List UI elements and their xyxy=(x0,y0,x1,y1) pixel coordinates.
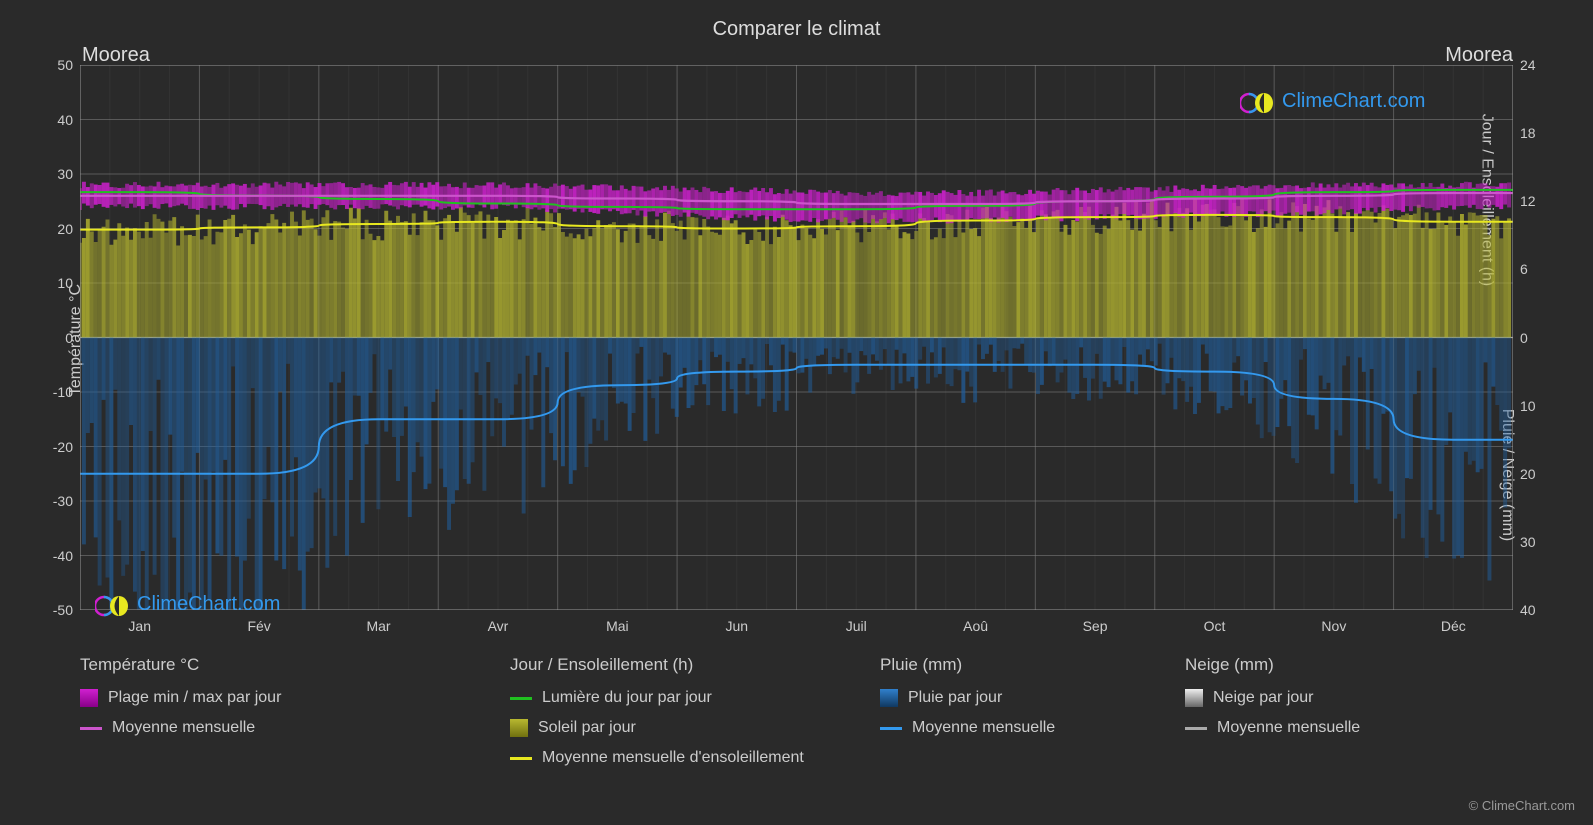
legend-col-day: Jour / Ensoleillement (h) Lumière du jou… xyxy=(510,655,804,779)
legend-col-snow: Neige (mm) Neige par jour Moyenne mensue… xyxy=(1185,655,1360,749)
tick-right-top: 0 xyxy=(1520,330,1528,346)
legend-label: Soleil par jour xyxy=(538,719,636,737)
tick-right-top: 12 xyxy=(1520,193,1536,209)
chart-svg xyxy=(80,65,1513,610)
legend-header-day: Jour / Ensoleillement (h) xyxy=(510,655,804,675)
tick-left: -20 xyxy=(53,439,73,455)
tick-left: 40 xyxy=(57,112,73,128)
legend-item-sun-avg: Moyenne mensuelle d'ensoleillement xyxy=(510,749,804,767)
legend-header-rain: Pluie (mm) xyxy=(880,655,1055,675)
tick-left: -10 xyxy=(53,384,73,400)
legend-item-snow-avg: Moyenne mensuelle xyxy=(1185,719,1360,737)
swatch-temp-range xyxy=(80,689,98,707)
legend-header-snow: Neige (mm) xyxy=(1185,655,1360,675)
swatch-rain-avg xyxy=(880,727,902,730)
legend-header-temp: Température °C xyxy=(80,655,281,675)
legend-item-snow-daily: Neige par jour xyxy=(1185,689,1360,707)
tick-x: Oct xyxy=(1204,618,1226,634)
tick-x: Nov xyxy=(1321,618,1346,634)
tick-right-bottom: 20 xyxy=(1520,466,1536,482)
brand-logo-bottom-left: ClimeChart.com xyxy=(95,593,280,616)
legend-item-sun: Soleil par jour xyxy=(510,719,804,737)
tick-x: Jan xyxy=(128,618,151,634)
swatch-sun-avg xyxy=(510,757,532,760)
tick-x: Mai xyxy=(606,618,629,634)
swatch-sun xyxy=(510,719,528,737)
tick-right-bottom: 40 xyxy=(1520,602,1536,618)
location-label-right: Moorea xyxy=(1445,44,1513,67)
tick-right-top: 18 xyxy=(1520,125,1536,141)
brand-logo-top-right: ClimeChart.com xyxy=(1240,90,1425,113)
swatch-temp-avg xyxy=(80,727,102,730)
legend-label: Moyenne mensuelle d'ensoleillement xyxy=(542,749,804,767)
tick-left: -40 xyxy=(53,548,73,564)
legend-col-rain: Pluie (mm) Pluie par jour Moyenne mensue… xyxy=(880,655,1055,749)
legend-label: Plage min / max par jour xyxy=(108,689,281,707)
logo-icon xyxy=(95,594,131,616)
tick-right-top: 24 xyxy=(1520,57,1536,73)
legend-item-temp-avg: Moyenne mensuelle xyxy=(80,719,281,737)
legend-label: Moyenne mensuelle xyxy=(112,719,255,737)
legend-col-temp: Température °C Plage min / max par jour … xyxy=(80,655,281,749)
tick-x: Jun xyxy=(725,618,748,634)
tick-left: -30 xyxy=(53,493,73,509)
chart-title: Comparer le climat xyxy=(0,18,1593,41)
tick-left: 0 xyxy=(65,330,73,346)
swatch-daylight xyxy=(510,697,532,700)
copyright: © ClimeChart.com xyxy=(1469,798,1575,813)
legend-item-rain-avg: Moyenne mensuelle xyxy=(880,719,1055,737)
swatch-snow-avg xyxy=(1185,727,1207,730)
swatch-snow xyxy=(1185,689,1203,707)
tick-left: -50 xyxy=(53,602,73,618)
tick-x: Avr xyxy=(488,618,509,634)
tick-x: Juil xyxy=(846,618,867,634)
legend-label: Moyenne mensuelle xyxy=(912,719,1055,737)
tick-x: Sep xyxy=(1083,618,1108,634)
legend-label: Neige par jour xyxy=(1213,689,1314,707)
logo-icon xyxy=(1240,91,1276,113)
legend-item-rain-daily: Pluie par jour xyxy=(880,689,1055,707)
location-label-left: Moorea xyxy=(82,44,150,67)
legend-label: Pluie par jour xyxy=(908,689,1002,707)
legend-item-daylight: Lumière du jour par jour xyxy=(510,689,804,707)
tick-right-bottom: 30 xyxy=(1520,534,1536,550)
tick-x: Mar xyxy=(366,618,390,634)
swatch-rain xyxy=(880,689,898,707)
tick-x: Aoû xyxy=(963,618,988,634)
tick-right-bottom: 10 xyxy=(1520,398,1536,414)
legend-label: Lumière du jour par jour xyxy=(542,689,712,707)
tick-left: 20 xyxy=(57,221,73,237)
tick-left: 10 xyxy=(57,275,73,291)
tick-x: Fév xyxy=(247,618,270,634)
brand-text: ClimeChart.com xyxy=(137,593,280,616)
brand-text: ClimeChart.com xyxy=(1282,90,1425,113)
legend-label: Moyenne mensuelle xyxy=(1217,719,1360,737)
tick-left: 50 xyxy=(57,57,73,73)
legend-item-temp-range: Plage min / max par jour xyxy=(80,689,281,707)
tick-x: Déc xyxy=(1441,618,1466,634)
chart-plot-area xyxy=(80,65,1513,610)
tick-right-top: 6 xyxy=(1520,261,1528,277)
tick-left: 30 xyxy=(57,166,73,182)
